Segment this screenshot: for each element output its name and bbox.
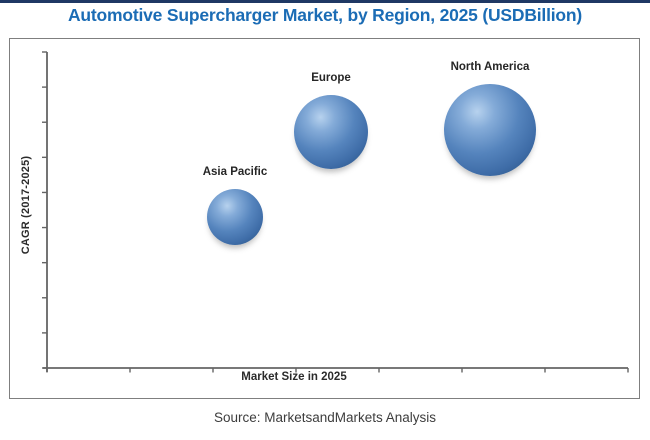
top-border-line bbox=[0, 0, 650, 3]
bubble-label-north-america: North America bbox=[450, 61, 530, 73]
source-text: Source: MarketsandMarkets Analysis bbox=[213, 410, 437, 425]
bubble-label-asia-pacific: Asia Pacific bbox=[202, 166, 268, 178]
x-axis-label: Market Size in 2025 bbox=[241, 371, 347, 383]
bubble-label-europe: Europe bbox=[311, 72, 351, 84]
bubble-asia-pacific bbox=[207, 189, 263, 245]
bubble-north-america bbox=[444, 84, 536, 176]
bubble-europe bbox=[294, 95, 368, 169]
y-axis-label: CAGR (2017-2025) bbox=[20, 155, 32, 255]
plot-frame bbox=[9, 38, 640, 399]
chart-title: Automotive Supercharger Market, by Regio… bbox=[67, 5, 583, 25]
